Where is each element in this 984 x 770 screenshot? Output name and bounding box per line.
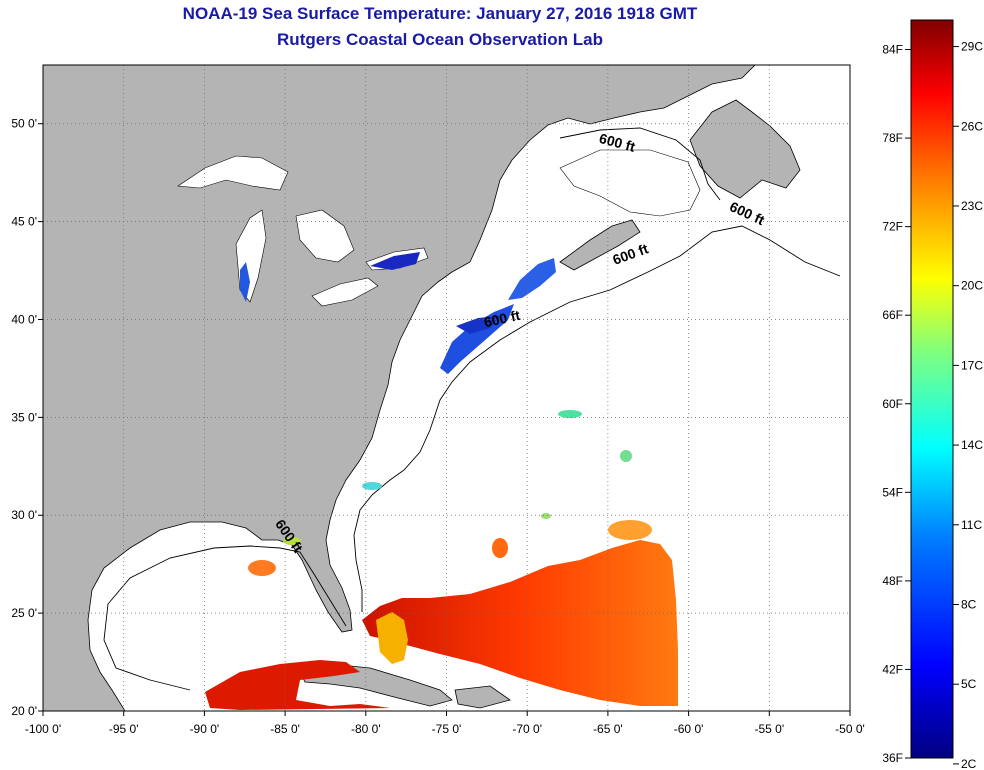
y-tick-label: 20 0' — [11, 704, 37, 718]
lake-erie — [311, 277, 379, 307]
sst-patch-offshore-3 — [541, 513, 551, 519]
y-tick-label: 35 0' — [11, 410, 37, 424]
sst-patch-florida-panhandle — [283, 537, 301, 545]
contour-label: 600 ft — [482, 307, 521, 330]
x-tick-label: -85 0' — [270, 722, 300, 736]
colorbar-c-label: 5C — [961, 677, 977, 691]
x-tick-label: -80 0' — [351, 722, 381, 736]
sst-patch-caribbean — [205, 660, 390, 710]
colorbar-f-label: 78F — [882, 131, 903, 145]
y-tick-label: 25 0' — [11, 606, 37, 620]
sst-patch-gulf-stream — [362, 540, 678, 706]
chart-title: NOAA-19 Sea Surface Temperature: January… — [182, 4, 698, 23]
colorbar-c-label: 8C — [961, 597, 977, 611]
sst-patch-lake-ontario — [370, 252, 420, 270]
x-tick-label: -90 0' — [190, 722, 220, 736]
chart-subtitle: Rutgers Coastal Ocean Observation Lab — [277, 30, 603, 49]
colorbar-f-label: 66F — [882, 308, 903, 322]
sst-patch-mid-atlantic — [440, 304, 514, 374]
x-tick-label: -75 0' — [432, 722, 462, 736]
sst-patch-carolina — [362, 482, 382, 490]
shelf-contour-east — [353, 225, 841, 612]
nova-scotia-land — [559, 219, 641, 271]
sst-patch-sargasso-2 — [492, 538, 508, 558]
y-tick-label: 40 0' — [11, 312, 37, 326]
colorbar-c-label: 17C — [961, 358, 983, 372]
grid — [43, 65, 850, 711]
colorbar-c-label: 2C — [961, 757, 977, 770]
shelf-contour-north — [559, 127, 721, 201]
colorbar-c-label: 26C — [961, 119, 983, 133]
gulf-st-lawrence — [559, 149, 701, 217]
colorbar-gradient — [910, 19, 954, 759]
newfoundland-land — [689, 99, 801, 199]
colorbar-c-label: 23C — [961, 199, 983, 213]
colorbar-labels: 84F 78F 72F 66F 60F 54F 48F 42F 36F 29C 26C 23C 20C 1… — [882, 40, 983, 770]
colorbar-f-label: 48F — [882, 574, 903, 588]
colorbar-c-label: 29C — [961, 40, 983, 54]
lake-superior — [177, 155, 289, 191]
hispaniola-land — [454, 685, 511, 709]
y-tick-label: 30 0' — [11, 508, 37, 522]
y-tick-label: 50 0' — [11, 117, 37, 131]
sst-patch-offshore-2 — [620, 450, 632, 462]
colorbar-f-label: 60F — [882, 397, 903, 411]
north-america-land — [43, 65, 756, 711]
shelf-contour-gulf — [103, 545, 347, 691]
colorbar-c-label: 20C — [961, 279, 983, 293]
colorbar-f-label: 54F — [882, 485, 903, 499]
colorbar-f-label: 72F — [882, 220, 903, 234]
x-tick-label: -50 0' — [835, 722, 865, 736]
sst-patch-offshore-1 — [558, 410, 582, 418]
lake-huron — [295, 209, 355, 263]
axes: -100 0' -95 0' -90 0' -85 0' -80 0' -75 0' -70… — [11, 117, 864, 736]
sst-patch-sargasso-1 — [608, 520, 652, 540]
sst-patch-gulf-of-maine — [508, 258, 556, 300]
colorbar-f-label: 42F — [882, 662, 903, 676]
colorbar-f-label: 36F — [882, 751, 903, 765]
x-tick-label: -55 0' — [754, 722, 784, 736]
sst-patch-lake-michigan — [240, 262, 250, 302]
sst-patch-long-island — [456, 316, 500, 334]
sst-patch-bahamas — [376, 612, 408, 664]
colorbar-f-label: 84F — [882, 43, 903, 57]
x-tick-label: -95 0' — [109, 722, 139, 736]
x-tick-label: -70 0' — [512, 722, 542, 736]
colorbar-c-label: 14C — [961, 438, 983, 452]
x-tick-label: -100 0' — [25, 722, 61, 736]
y-tick-label: 45 0' — [11, 215, 37, 229]
sst-patch-gulf — [248, 560, 276, 576]
x-tick-label: -60 0' — [674, 722, 704, 736]
colorbar-c-label: 11C — [961, 518, 982, 532]
x-tick-label: -65 0' — [593, 722, 623, 736]
